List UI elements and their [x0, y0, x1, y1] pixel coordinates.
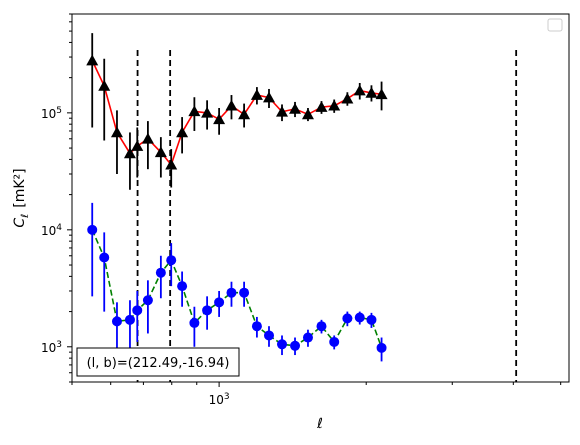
series-0-point-4 [131, 140, 144, 151]
series-0-point-11 [213, 113, 226, 125]
series-0-point-5 [141, 132, 154, 144]
y-axis-label-main: C [12, 218, 28, 228]
series-1-point-1 [99, 252, 110, 263]
series-1-point-17 [290, 340, 301, 351]
series-0-point-0 [86, 54, 99, 66]
x-tick-label-0: 103 [209, 392, 230, 407]
series-0-point-23 [365, 86, 378, 98]
series-0-point-10 [201, 106, 214, 118]
series-0-point-19 [315, 101, 328, 112]
series-0-point-3 [123, 147, 136, 159]
series-1-point-14 [251, 321, 262, 332]
series-0-point-21 [341, 92, 354, 104]
series-0-point-16 [276, 105, 289, 117]
legend [547, 18, 563, 32]
series-0-point-7 [165, 158, 178, 170]
series-0-point-1 [98, 79, 111, 91]
series-0-point-17 [289, 102, 302, 114]
series-0-point-22 [353, 84, 366, 96]
vertical-reference-lines [136, 50, 518, 382]
series-1-point-19 [316, 321, 327, 332]
series-1-point-23 [366, 314, 377, 325]
series-1-point-5 [142, 295, 153, 306]
y-axis-label: Cℓ [mK²] [12, 168, 31, 227]
series-0-point-15 [262, 91, 275, 103]
series-0-point-13 [238, 108, 251, 120]
series-1-point-13 [239, 287, 250, 298]
y-tick-label-0: 103 [41, 340, 62, 355]
series-1-point-0 [87, 224, 98, 235]
series-1-point-7 [166, 255, 177, 266]
series-0-point-8 [176, 126, 189, 138]
series-1-point-24 [376, 342, 387, 353]
series-0-point-14 [250, 89, 263, 100]
series-1-point-11 [214, 297, 225, 308]
axes-layer: 103 103 104 105 [41, 13, 562, 407]
svg-text:Cℓ[mK²]: Cℓ [mK²] [12, 168, 31, 227]
annotation-box [76, 347, 240, 377]
series-1-point-9 [189, 317, 200, 328]
series-0-point-9 [188, 105, 201, 117]
series-0-point-12 [225, 99, 238, 111]
series-1-point-15 [263, 330, 274, 341]
series-1-point-20 [329, 336, 340, 347]
y-tick-label-1: 104 [41, 223, 62, 238]
series-0-point-6 [154, 146, 167, 158]
data-series-layer [86, 33, 388, 362]
y-tick-label-2: 105 [41, 106, 62, 121]
y-axis-label-sub: ℓ [20, 214, 31, 218]
annotation-text: (l, b)=(212.49,-16.94) [87, 356, 230, 371]
series-1-point-22 [354, 312, 365, 323]
series-1-point-16 [277, 339, 288, 350]
coordinate-annotation: (l, b)=(212.49,-16.94) [76, 347, 240, 377]
series-1-point-12 [226, 287, 237, 298]
plot-area [72, 14, 569, 382]
series-0-point-2 [110, 126, 123, 138]
series-0-point-18 [301, 108, 314, 120]
series-1-point-8 [177, 281, 188, 292]
series-1-point-6 [155, 267, 166, 278]
x-axis-label: ℓ [316, 416, 323, 432]
series-1-point-18 [302, 332, 313, 343]
series-1-point-2 [111, 316, 122, 327]
series-1-point-10 [202, 305, 213, 316]
series-1-point-4 [132, 305, 143, 316]
series-0-point-24 [375, 88, 388, 100]
series-1-point-3 [124, 314, 135, 325]
plot-frame [71, 13, 570, 383]
series-0-point-20 [328, 99, 341, 111]
y-axis-label-unit: [mK²] [12, 168, 28, 207]
legend-box [547, 18, 563, 32]
series-1-point-21 [342, 313, 353, 324]
